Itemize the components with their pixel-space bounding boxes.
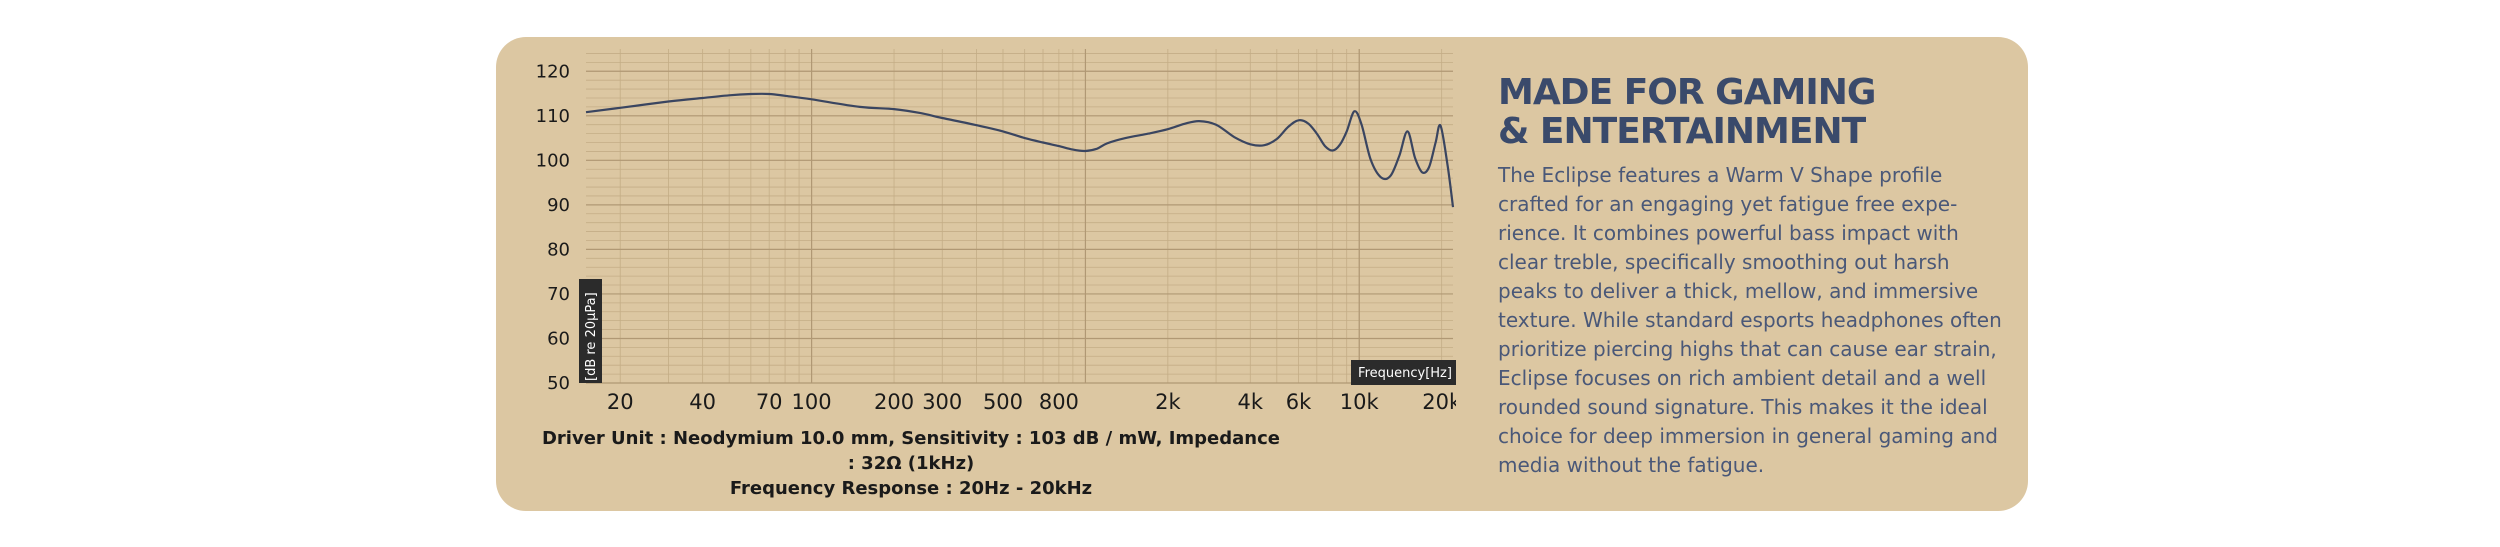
x-tick-label: 4k bbox=[1238, 390, 1264, 414]
y-tick-label: 120 bbox=[536, 61, 570, 82]
frequency-response-chart: 50 60 70 80 90 100 110 120 20 40 70 100 200 300 500 80… bbox=[536, 49, 1456, 414]
x-tick-label: 10k bbox=[1340, 390, 1380, 414]
x-tick-label: 40 bbox=[689, 390, 716, 414]
x-tick-label: 6k bbox=[1286, 390, 1312, 414]
headline-line-1: MADE FOR GAMING bbox=[1498, 72, 1876, 113]
y-tick-label: 100 bbox=[536, 150, 570, 171]
product-card: 50 60 70 80 90 100 110 120 20 40 70 100 200 300 500 80… bbox=[496, 37, 2028, 511]
specifications-line-2: Frequency Response : 20Hz - 20kHz bbox=[729, 478, 1093, 499]
chart-major-grid bbox=[586, 49, 1453, 384]
specifications-line-1: Driver Unit : Neodymium 10.0 mm, Sensiti… bbox=[541, 428, 1280, 474]
headline: MADE FOR GAMING & ENTERTAINMENT bbox=[1498, 73, 1998, 151]
y-tick-label: 70 bbox=[547, 284, 570, 305]
y-tick-label: 80 bbox=[547, 239, 570, 260]
x-tick-label: 300 bbox=[922, 390, 962, 414]
y-axis-label: [dB re 20µPa] bbox=[579, 279, 602, 383]
frequency-response-curve bbox=[585, 92, 1455, 208]
y-tick-label: 110 bbox=[536, 106, 570, 127]
y-tick-label: 50 bbox=[547, 373, 570, 394]
x-tick-label: 70 bbox=[756, 390, 783, 414]
product-description: The Eclipse features a Warm V Shape prof… bbox=[1498, 163, 2002, 477]
y-axis-label-text: [dB re 20µPa] bbox=[584, 292, 599, 381]
chart-minor-grid bbox=[586, 49, 1453, 384]
x-axis-label: Frequency[Hz] bbox=[1351, 360, 1456, 385]
specifications: Driver Unit : Neodymium 10.0 mm, Sensiti… bbox=[536, 426, 1286, 501]
x-axis-ticks: 20 40 70 100 200 300 500 800 2k 4k 6k 10k 20k bbox=[607, 390, 1456, 414]
x-tick-label: 800 bbox=[1039, 390, 1079, 414]
x-tick-label: 500 bbox=[983, 390, 1023, 414]
y-axis-ticks: 50 60 70 80 90 100 110 120 bbox=[536, 61, 570, 394]
x-tick-label: 20 bbox=[607, 390, 634, 414]
x-tick-label: 200 bbox=[874, 390, 914, 414]
y-tick-label: 90 bbox=[547, 195, 570, 216]
x-tick-label: 20k bbox=[1422, 390, 1456, 414]
x-tick-label: 100 bbox=[792, 390, 832, 414]
x-axis-label-text: Frequency[Hz] bbox=[1358, 366, 1452, 381]
y-tick-label: 60 bbox=[547, 328, 570, 349]
x-tick-label: 2k bbox=[1155, 390, 1181, 414]
headline-line-2: & ENTERTAINMENT bbox=[1498, 111, 1866, 152]
